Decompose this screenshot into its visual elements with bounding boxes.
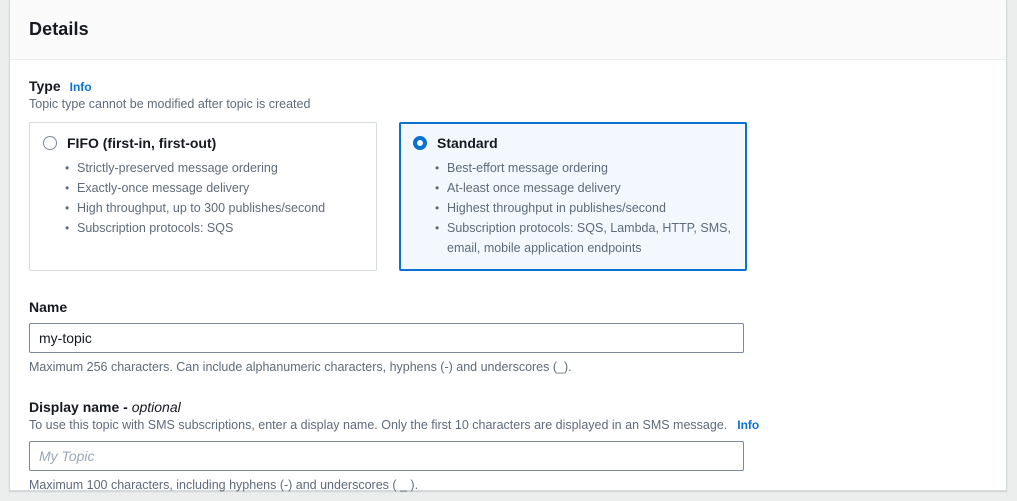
display-name-label: Display name - optional (29, 399, 987, 415)
list-item: Exactly-once message delivery (65, 178, 362, 198)
standard-feature-list: Best-effort message ordering At-least on… (413, 158, 732, 258)
display-name-hint: Maximum 100 characters, including hyphen… (29, 478, 419, 492)
display-name-input[interactable] (29, 441, 744, 471)
display-name-optional-text: optional (131, 399, 181, 415)
type-label-row: Type Info (29, 78, 987, 94)
list-item: At-least once message delivery (435, 178, 732, 198)
type-field: Type Info Topic type cannot be modified … (29, 78, 987, 271)
name-input[interactable] (29, 323, 744, 353)
type-option-tiles: FIFO (first-in, first-out) Strictly-pres… (29, 122, 987, 271)
panel-body: Type Info Topic type cannot be modified … (10, 60, 1006, 493)
page-title: Details (29, 19, 89, 39)
display-name-info-link[interactable]: Info (737, 418, 760, 432)
fifo-tile-title: FIFO (first-in, first-out) (67, 135, 217, 151)
list-item: Strictly-preserved message ordering (65, 158, 362, 178)
details-panel: Details Type Info Topic type cannot be m… (9, 0, 1007, 493)
type-option-fifo[interactable]: FIFO (first-in, first-out) Strictly-pres… (29, 122, 377, 271)
display-name-field: Display name - optional To use this topi… (29, 399, 987, 493)
list-item: Highest throughput in publishes/second (435, 198, 732, 218)
name-label-row: Name (29, 299, 987, 315)
fifo-feature-list: Strictly-preserved message ordering Exac… (43, 158, 362, 238)
display-name-description: To use this topic with SMS subscriptions… (29, 418, 728, 432)
name-field: Name Maximum 256 characters. Can include… (29, 299, 987, 375)
name-label: Name (29, 299, 68, 315)
list-item: Subscription protocols: SQS (65, 218, 362, 238)
type-option-standard[interactable]: Standard Best-effort message ordering At… (399, 122, 747, 271)
radio-icon-standard[interactable] (413, 136, 427, 150)
fifo-tile-header: FIFO (first-in, first-out) (43, 135, 362, 151)
radio-icon-fifo[interactable] (43, 136, 57, 150)
panel-header: Details (10, 0, 1006, 60)
display-name-description-row: To use this topic with SMS subscriptions… (29, 417, 987, 433)
list-item: High throughput, up to 300 publishes/sec… (65, 198, 362, 218)
standard-tile-header: Standard (413, 135, 732, 151)
name-hint: Maximum 256 characters. Can include alph… (29, 360, 572, 374)
type-info-link[interactable]: Info (69, 80, 92, 94)
standard-tile-title: Standard (437, 135, 498, 151)
list-item: Best-effort message ordering (435, 158, 732, 178)
type-description: Topic type cannot be modified after topi… (29, 97, 311, 111)
display-name-label-text: Display name - (29, 399, 132, 415)
list-item: Subscription protocols: SQS, Lambda, HTT… (435, 218, 732, 258)
type-label: Type (29, 78, 61, 94)
